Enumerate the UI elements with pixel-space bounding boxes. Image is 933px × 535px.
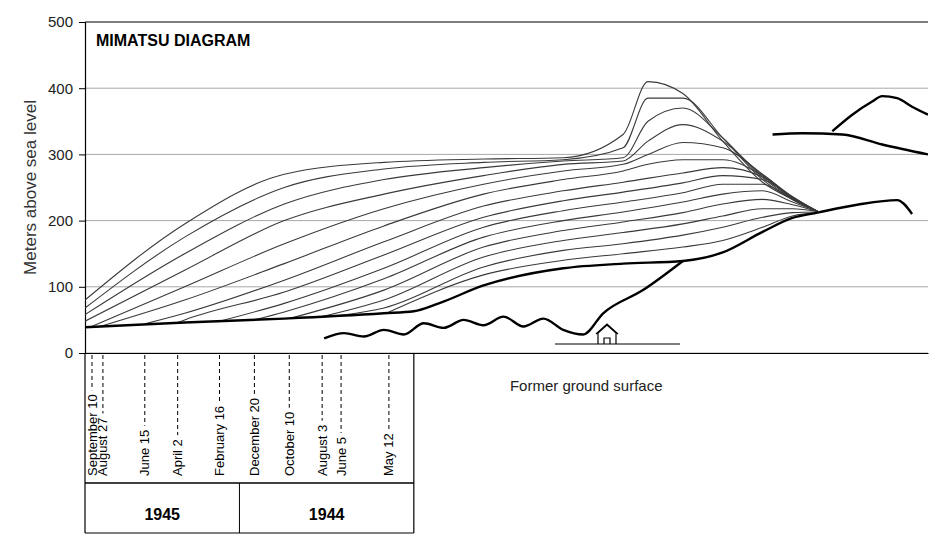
house-icon bbox=[555, 324, 680, 344]
y-tick: 400 bbox=[48, 80, 85, 97]
date-marker bbox=[144, 355, 145, 426]
grid bbox=[85, 22, 928, 353]
y-tick-label: 400 bbox=[48, 80, 73, 97]
date-label: April 2 bbox=[170, 439, 185, 476]
y-tick-label: 100 bbox=[48, 278, 73, 295]
date-marker bbox=[341, 355, 342, 433]
y-axis: 0 100 200 300 400 500 bbox=[48, 13, 86, 361]
profile-line bbox=[85, 98, 817, 308]
grid-line bbox=[85, 88, 928, 89]
y-tick-mark bbox=[79, 22, 85, 23]
grid-line bbox=[85, 154, 928, 155]
box-left bbox=[84, 353, 85, 533]
ground-label: Former ground surface bbox=[510, 377, 663, 394]
y-tick-label: 0 bbox=[65, 344, 73, 361]
chart-svg: 0 100 200 300 400 500 Meters above sea level MI… bbox=[0, 0, 933, 535]
year-divider bbox=[239, 483, 240, 533]
y-tick-mark bbox=[79, 287, 85, 288]
profile-line bbox=[85, 125, 817, 322]
year-label: 1944 bbox=[309, 506, 345, 523]
profile-line bbox=[85, 108, 817, 315]
date-marker bbox=[219, 355, 220, 402]
y-tick-label: 500 bbox=[48, 13, 73, 30]
chart-title: MIMATSU DIAGRAM bbox=[96, 32, 250, 49]
ground-line bbox=[324, 261, 683, 338]
profile-line bbox=[220, 184, 818, 321]
ground-line bbox=[773, 133, 928, 154]
y-tick-label: 300 bbox=[48, 146, 73, 163]
year-box: 1945 1944 bbox=[85, 353, 414, 533]
y-axis-line bbox=[79, 23, 86, 354]
year-label: 1945 bbox=[144, 506, 180, 523]
house-base bbox=[555, 344, 680, 345]
date-label: August 3 bbox=[315, 425, 330, 476]
y-tick-mark bbox=[79, 88, 85, 89]
profile-line bbox=[341, 212, 817, 315]
y-tick-mark bbox=[79, 154, 85, 155]
y-tick: 200 bbox=[48, 212, 85, 229]
profile-line bbox=[145, 168, 818, 324]
y-axis-title: Meters above sea level bbox=[21, 100, 40, 275]
date-label: June 15 bbox=[137, 430, 152, 476]
grid-line bbox=[85, 21, 928, 22]
grid-line bbox=[85, 353, 928, 354]
date-label: May 12 bbox=[381, 433, 396, 476]
y-tick-mark bbox=[79, 221, 85, 222]
grid-line bbox=[85, 286, 928, 287]
lines bbox=[85, 82, 928, 339]
date-marker bbox=[388, 355, 389, 429]
y-tick: 500 bbox=[48, 13, 85, 30]
profile-line bbox=[254, 191, 817, 320]
profile-line bbox=[178, 176, 818, 323]
house-shape bbox=[596, 324, 618, 344]
date-label: August 27 bbox=[95, 417, 110, 476]
y-tick-mark bbox=[79, 353, 85, 354]
chart-container: 0 100 200 300 400 500 Meters above sea level MI… bbox=[0, 0, 933, 535]
x-axis bbox=[86, 353, 929, 354]
date-label: June 5 bbox=[334, 437, 349, 476]
year-row-bottom bbox=[85, 532, 414, 533]
date-marker bbox=[254, 355, 255, 394]
profile-line bbox=[289, 199, 817, 318]
date-marker bbox=[322, 355, 323, 421]
date-marker bbox=[102, 355, 103, 413]
y-tick: 0 bbox=[65, 344, 85, 361]
date-label: February 16 bbox=[212, 406, 227, 476]
date-marker bbox=[177, 355, 178, 435]
date-marker bbox=[289, 355, 290, 408]
ground-line bbox=[832, 96, 928, 131]
date-annotations: September 10August 27June 15April 2Febru… bbox=[85, 355, 397, 476]
y-tick: 100 bbox=[48, 278, 85, 295]
ground-line bbox=[85, 200, 912, 327]
y-tick-label: 200 bbox=[48, 212, 73, 229]
box-right bbox=[413, 353, 414, 533]
date-label: October 10 bbox=[282, 412, 297, 476]
profile-line bbox=[100, 160, 817, 327]
date-marker bbox=[91, 355, 92, 390]
x-axis-line bbox=[86, 353, 929, 354]
y-tick: 300 bbox=[48, 146, 85, 163]
year-row-top bbox=[85, 482, 414, 484]
date-label: December 20 bbox=[247, 398, 262, 476]
profile-line bbox=[85, 82, 817, 300]
